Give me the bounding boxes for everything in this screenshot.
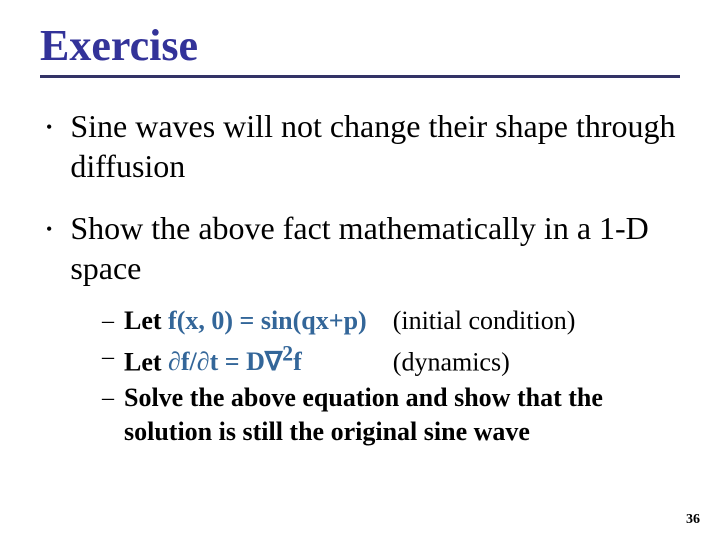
bullet-1: • Sine waves will not change their shape… bbox=[40, 106, 680, 186]
nabla-icon: ∇ bbox=[265, 347, 282, 376]
bullet-dot-icon: • bbox=[46, 218, 52, 241]
sub1-annotation: (initial condition) bbox=[393, 306, 576, 335]
sub2-equation: ∂f/∂t = D∇2f bbox=[168, 347, 302, 376]
sub2-lead: Let bbox=[124, 347, 168, 376]
dash-icon: – bbox=[102, 383, 114, 414]
title-underline bbox=[40, 75, 680, 78]
sub-bullet-3: – Solve the above equation and show that… bbox=[102, 381, 680, 449]
sub-bullets: – Let f(x, 0) = sin(qx+p) (initial condi… bbox=[40, 304, 680, 449]
sub2-eq-sup: 2 bbox=[282, 342, 293, 366]
sub-bullet-1: – Let f(x, 0) = sin(qx+p) (initial condi… bbox=[102, 304, 680, 338]
bullet-2-text: Show the above fact mathematically in a … bbox=[70, 208, 680, 288]
sub-bullet-3-text: Solve the above equation and show that t… bbox=[124, 381, 680, 449]
sub-bullet-2: – Let ∂f/∂t = D∇2f (dynamics) bbox=[102, 340, 680, 379]
page-number: 36 bbox=[686, 512, 700, 528]
sub-bullet-2-text: Let ∂f/∂t = D∇2f (dynamics) bbox=[124, 340, 680, 379]
sub1-equation: f(x, 0) = sin(qx+p) bbox=[168, 306, 367, 335]
dash-icon: – bbox=[102, 306, 114, 337]
sub1-lead: Let bbox=[124, 306, 168, 335]
sub2-annotation: (dynamics) bbox=[393, 347, 510, 376]
sub-bullet-1-text: Let f(x, 0) = sin(qx+p) (initial conditi… bbox=[124, 304, 680, 338]
dash-icon: – bbox=[102, 342, 114, 373]
slide: Exercise • Sine waves will not change th… bbox=[0, 0, 720, 540]
bullet-1-text: Sine waves will not change their shape t… bbox=[70, 106, 680, 186]
sub2-eq-rhs: f bbox=[293, 347, 302, 376]
slide-title: Exercise bbox=[40, 20, 680, 71]
sub2-eq-lhs: ∂f/∂t = D bbox=[168, 347, 265, 376]
bullet-dot-icon: • bbox=[46, 116, 52, 139]
bullet-2: • Show the above fact mathematically in … bbox=[40, 208, 680, 288]
